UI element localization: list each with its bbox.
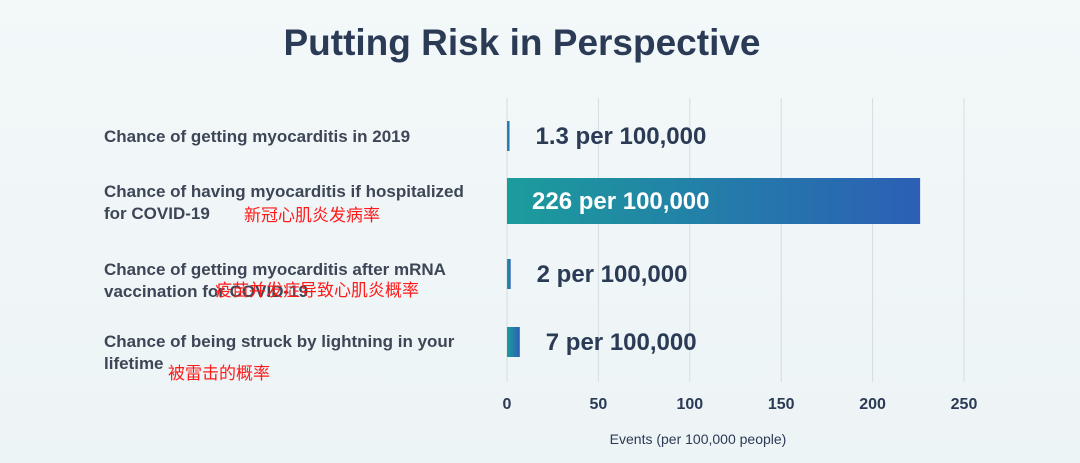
bar-value-label: 7 per 100,000	[546, 329, 697, 356]
annotation-covid-incidence: 新冠心肌炎发病率	[244, 206, 380, 226]
x-axis-title: Events (per 100,000 people)	[609, 431, 787, 447]
bar	[507, 178, 921, 224]
row-label-hospitalized-covid: Chance of having myocarditis if hospital…	[104, 182, 464, 223]
row-label-myocarditis-2019: Chance of getting myocarditis in 2019	[104, 127, 411, 146]
bar-value-label: 226 per 100,000	[532, 188, 709, 215]
annotation-lightning: 被雷击的概率	[168, 364, 270, 384]
bar	[507, 121, 510, 151]
bar-value-label: 2 per 100,000	[537, 261, 688, 288]
annotation-vaccine-complication: 疫苗并发症导致心肌炎概率	[215, 281, 419, 301]
x-tick-label: 0	[503, 396, 512, 413]
x-tick-label: 150	[768, 396, 795, 413]
row-label-mrna-vaccination: Chance of getting myocarditis after mRNA…	[104, 260, 446, 301]
bar-value-label: 1.3 per 100,000	[536, 123, 707, 150]
chart-title: Putting Risk in Perspective	[283, 22, 761, 63]
x-tick-label: 250	[951, 396, 978, 413]
x-tick-label: 100	[676, 396, 703, 413]
bar	[507, 327, 520, 357]
bar	[507, 259, 511, 289]
row-label-lightning: Chance of being struck by lightning in y…	[104, 332, 455, 373]
x-tick-label: 50	[590, 396, 608, 413]
x-tick-label: 200	[859, 396, 886, 413]
